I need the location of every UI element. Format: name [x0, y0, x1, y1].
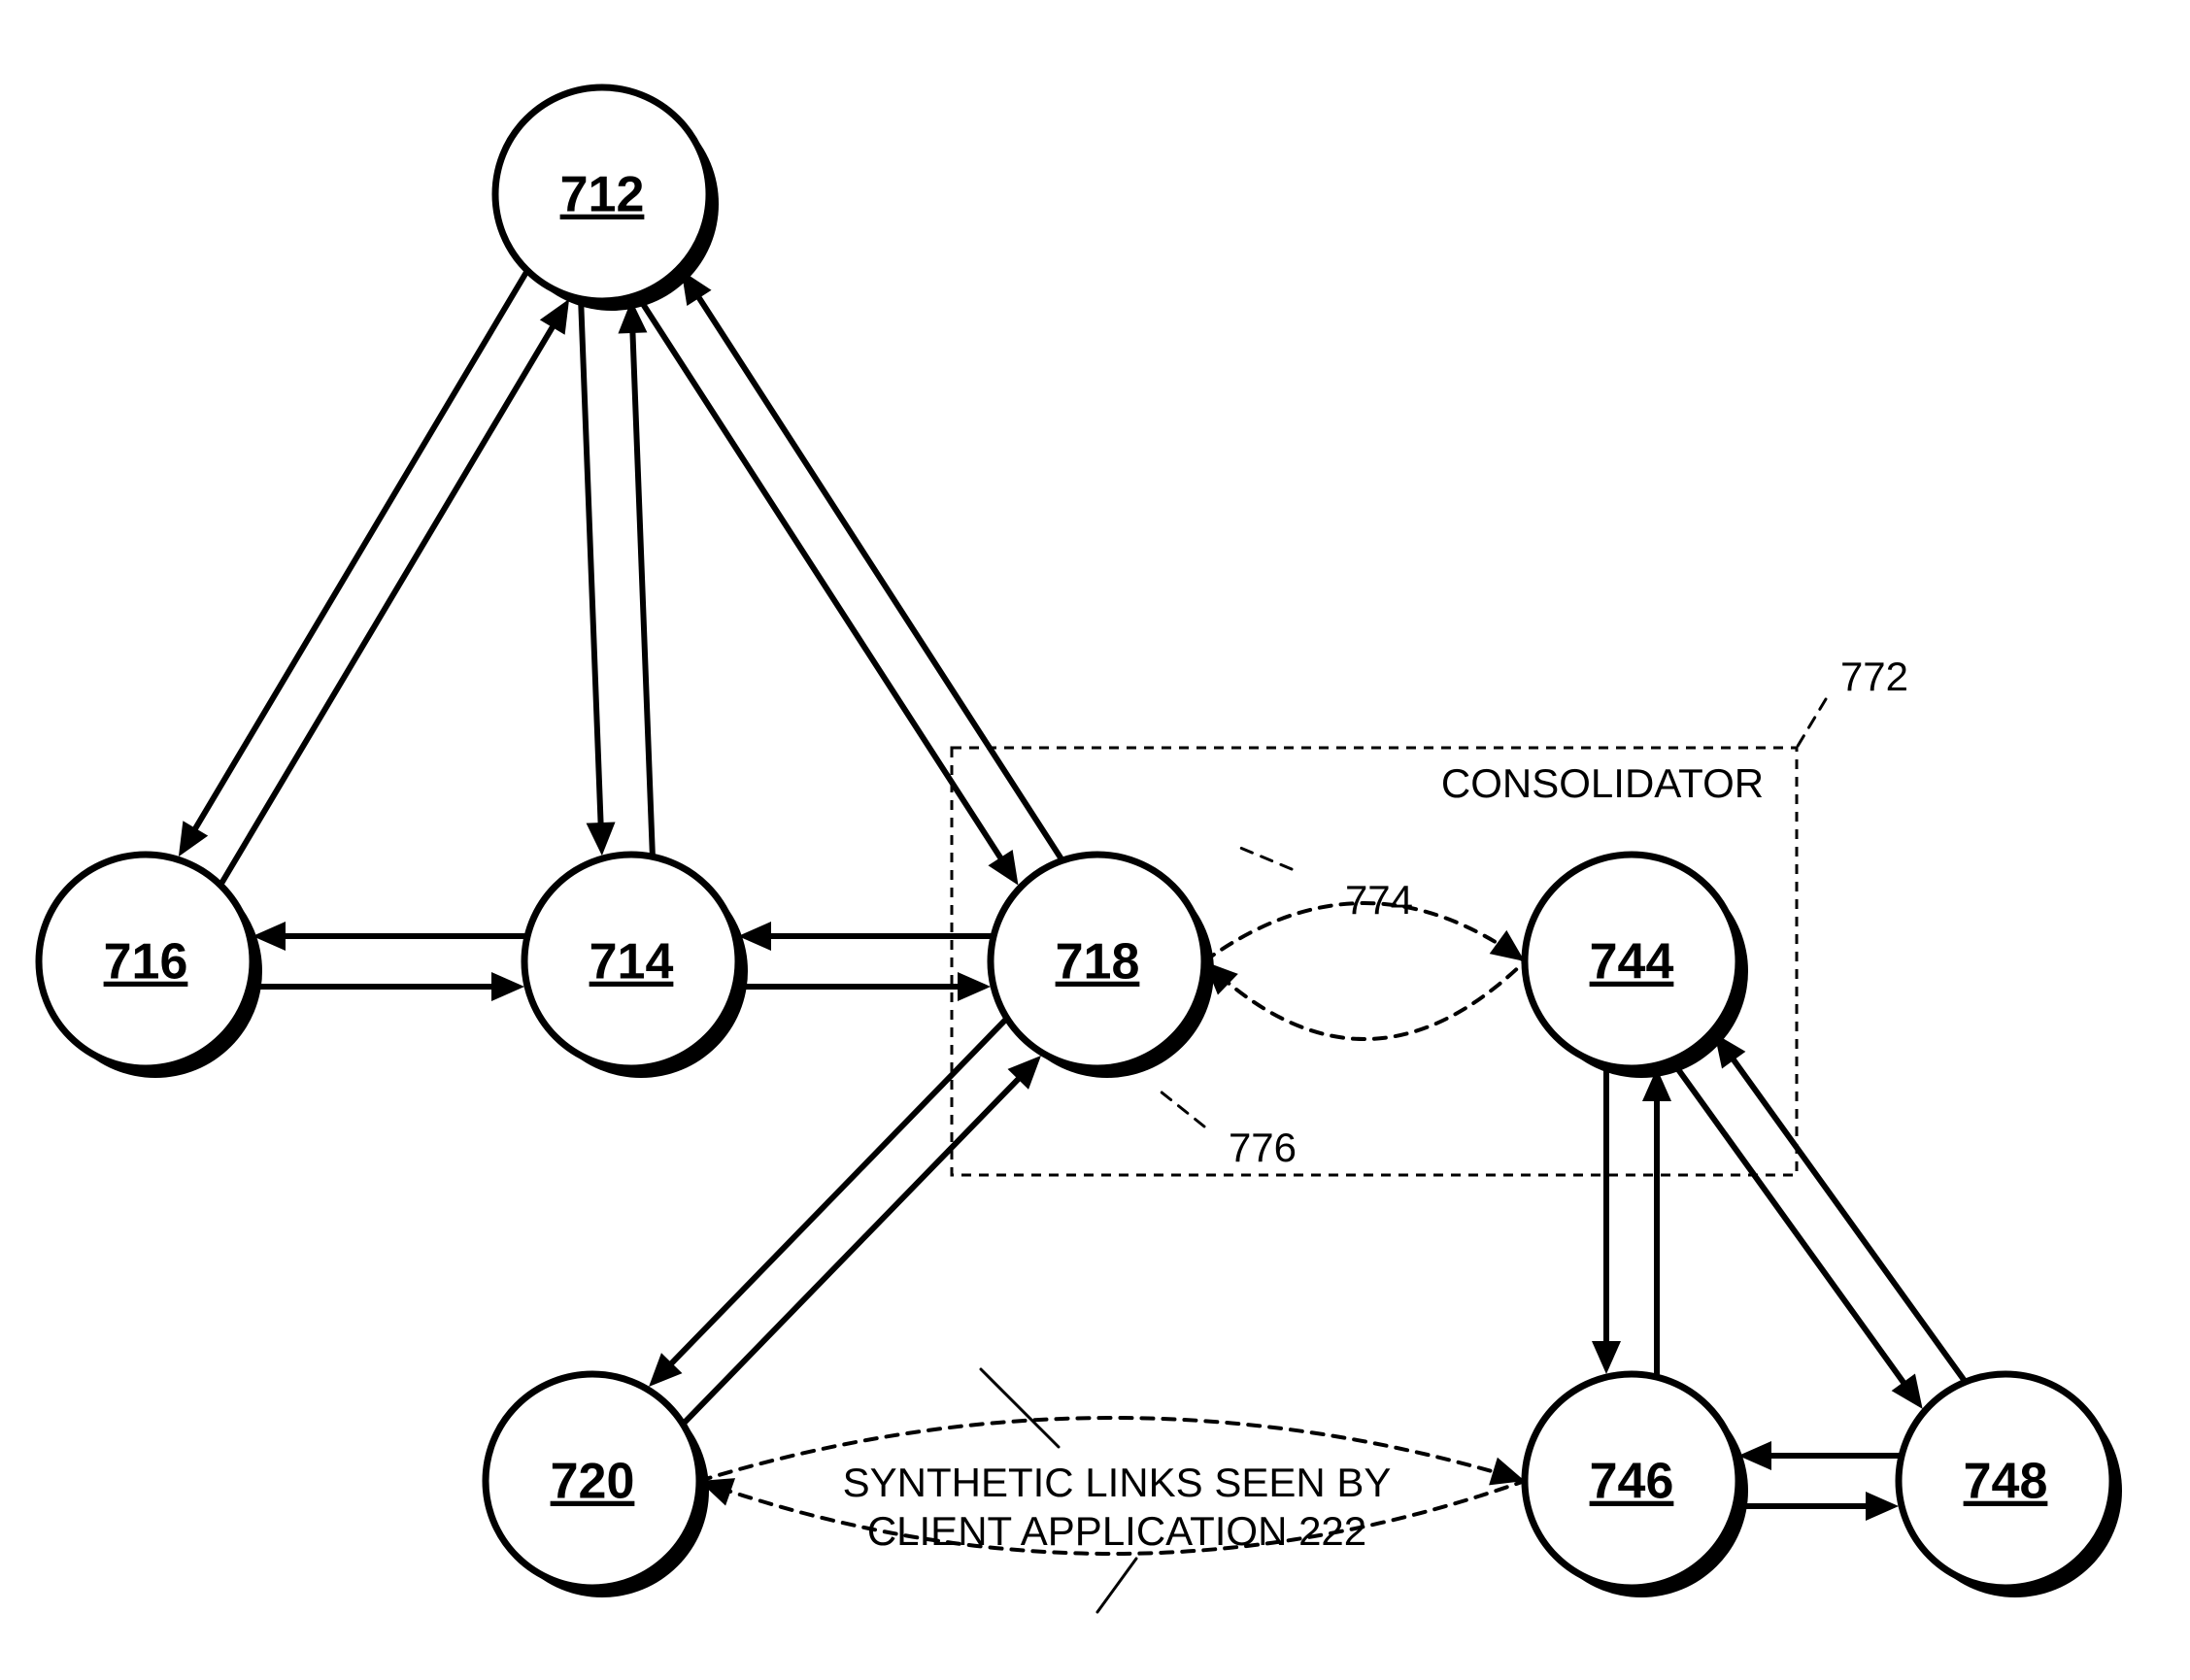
edge — [639, 298, 1009, 872]
leader-line — [1156, 1088, 1204, 1126]
edge — [685, 1067, 1029, 1422]
edge — [222, 313, 561, 882]
node-744-label: 744 — [1590, 934, 1674, 991]
edge — [581, 302, 601, 839]
annotation-consolidator: CONSOLIDATOR — [1441, 760, 1764, 806]
arrowhead — [958, 972, 991, 1001]
arrowhead — [1892, 1374, 1923, 1409]
edge — [691, 285, 1061, 858]
annotation-box_id: 772 — [1840, 654, 1908, 699]
leader-line — [1797, 699, 1826, 748]
leader-line — [1097, 1559, 1136, 1612]
leader-line — [981, 1369, 1059, 1447]
arrowhead — [988, 850, 1018, 886]
dashed-link — [1204, 961, 1525, 1039]
leader-line — [1233, 845, 1292, 869]
annotation-synthetic_label_l1: SYNTHETIC LINKS SEEN BY — [843, 1460, 1392, 1505]
edge — [1724, 1047, 1964, 1380]
arrowhead — [1592, 1341, 1621, 1374]
arrowhead — [491, 972, 524, 1001]
annotation-link_776: 776 — [1229, 1125, 1297, 1170]
node-712-label: 712 — [560, 167, 645, 223]
arrowhead — [1490, 930, 1525, 961]
arrowhead — [540, 299, 569, 335]
node-746-label: 746 — [1590, 1454, 1674, 1510]
node-720-label: 720 — [551, 1454, 635, 1510]
arrowhead — [179, 821, 208, 857]
edge — [660, 1021, 1005, 1375]
node-714-label: 714 — [590, 934, 674, 991]
edge — [1673, 1062, 1913, 1395]
node-748-label: 748 — [1964, 1454, 2048, 1510]
node-718-label: 718 — [1056, 934, 1140, 991]
annotation-synthetic_label_l2: CLIENT APPLICATION 222 — [867, 1508, 1366, 1554]
node-716-label: 716 — [104, 934, 188, 991]
arrowhead — [587, 823, 616, 857]
edge — [187, 273, 526, 842]
annotation-link_774: 774 — [1345, 877, 1413, 923]
arrowhead — [1866, 1492, 1899, 1521]
edge — [632, 317, 653, 854]
